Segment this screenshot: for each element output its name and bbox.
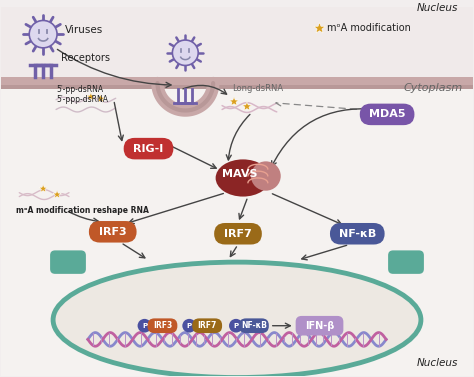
FancyBboxPatch shape	[330, 223, 384, 245]
Polygon shape	[87, 92, 95, 100]
Text: mᵒA modification: mᵒA modification	[328, 23, 411, 33]
Text: P: P	[142, 323, 147, 329]
Polygon shape	[229, 97, 239, 106]
Bar	[1, 85, 473, 89]
FancyBboxPatch shape	[296, 316, 343, 336]
Bar	[1, 77, 473, 89]
FancyBboxPatch shape	[147, 319, 177, 333]
Ellipse shape	[251, 161, 281, 191]
Text: 5′-ppp-dsRNA: 5′-ppp-dsRNA	[56, 95, 108, 104]
FancyBboxPatch shape	[388, 250, 424, 274]
Text: IRF3: IRF3	[153, 321, 172, 330]
Text: IRF7: IRF7	[198, 321, 217, 330]
Circle shape	[173, 40, 198, 66]
Text: P: P	[187, 323, 192, 329]
Text: Long-dsRNA: Long-dsRNA	[232, 84, 283, 93]
Text: Viruses: Viruses	[65, 25, 103, 35]
FancyBboxPatch shape	[50, 250, 86, 274]
Circle shape	[229, 319, 243, 333]
Bar	[1, 77, 473, 375]
FancyBboxPatch shape	[239, 319, 269, 333]
Text: NF-κB: NF-κB	[241, 321, 267, 330]
Text: MAVS: MAVS	[222, 169, 258, 179]
Text: mᵒA modification reshape RNA: mᵒA modification reshape RNA	[16, 206, 149, 215]
Text: MDA5: MDA5	[369, 109, 405, 120]
Polygon shape	[53, 190, 61, 198]
FancyBboxPatch shape	[214, 223, 262, 245]
Text: IFN-β: IFN-β	[305, 321, 334, 331]
Text: IRF3: IRF3	[99, 227, 127, 237]
Text: Nucleus: Nucleus	[416, 358, 458, 368]
Ellipse shape	[53, 262, 421, 377]
Text: RIG-I: RIG-I	[133, 144, 164, 154]
Text: Nucleus: Nucleus	[416, 3, 458, 13]
Circle shape	[182, 319, 196, 333]
Polygon shape	[314, 22, 325, 33]
Text: 5′-pp-dsRNA: 5′-pp-dsRNA	[56, 85, 103, 94]
FancyBboxPatch shape	[89, 221, 137, 242]
Circle shape	[137, 319, 152, 333]
Text: IRF7: IRF7	[224, 229, 252, 239]
FancyBboxPatch shape	[360, 104, 414, 125]
Text: Receptors: Receptors	[61, 53, 110, 63]
Polygon shape	[97, 94, 105, 102]
Text: Cytoplasm: Cytoplasm	[403, 83, 463, 93]
FancyBboxPatch shape	[124, 138, 173, 159]
Text: NF-κB: NF-κB	[338, 229, 376, 239]
Ellipse shape	[216, 159, 270, 196]
Text: P: P	[233, 323, 238, 329]
Polygon shape	[39, 184, 47, 192]
Circle shape	[29, 20, 57, 48]
FancyBboxPatch shape	[192, 319, 222, 333]
Polygon shape	[242, 102, 252, 110]
Bar	[1, 7, 473, 77]
